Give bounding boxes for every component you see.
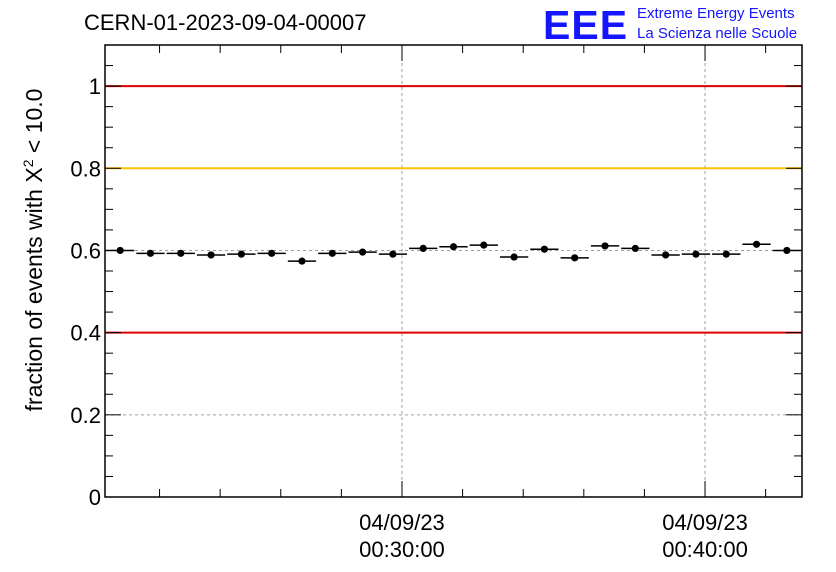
y-axis-label-prefix: fraction of events with X [20,167,47,412]
y-tick-label: 0 [89,485,101,510]
data-point [177,249,185,257]
x-tick-label-date: 04/09/23 [359,510,445,535]
y-tick-label: 0.8 [70,156,101,181]
data-point [601,242,609,250]
x-tick-label-time: 00:40:00 [662,537,748,562]
data-point [389,250,397,258]
data-point [358,248,367,256]
data-point [449,243,458,251]
data-point [237,250,245,258]
y-tick-label: 0.2 [70,403,101,428]
plot-frame [104,44,803,498]
data-point [662,251,670,259]
data-point [328,249,336,257]
logo-line-1: Extreme Energy Events [637,5,795,22]
data-point [116,246,124,255]
data-point [146,249,155,257]
data-point [298,257,306,265]
data-point [631,244,639,252]
x-tick-label-date: 04/09/23 [662,510,748,535]
y-axis-label: fraction of events with X2 < 10.0 [20,89,48,412]
run-title: CERN-01-2023-09-04-00007 [84,10,367,35]
data-point [722,250,730,258]
logo-line-2: La Scienza nelle Scuole [637,25,798,42]
y-tick-label: 1 [89,74,101,99]
data-point [207,251,215,259]
data-point [783,246,791,255]
data-point [480,241,488,249]
logo-mark: EEE [543,2,629,48]
data-point [692,250,700,258]
data-point [268,249,276,257]
data-point [571,254,579,262]
y-tick-label: 0.6 [70,238,101,263]
y-axis-label-suffix: < 10.0 [20,88,47,160]
y-axis-label-exponent: 2 [20,159,37,168]
data-point [510,253,518,261]
data-point [540,245,549,253]
x-tick-label-time: 00:30:00 [359,537,445,562]
data-point [752,240,761,248]
y-tick-label: 0.4 [70,321,101,346]
data-point [419,244,427,252]
